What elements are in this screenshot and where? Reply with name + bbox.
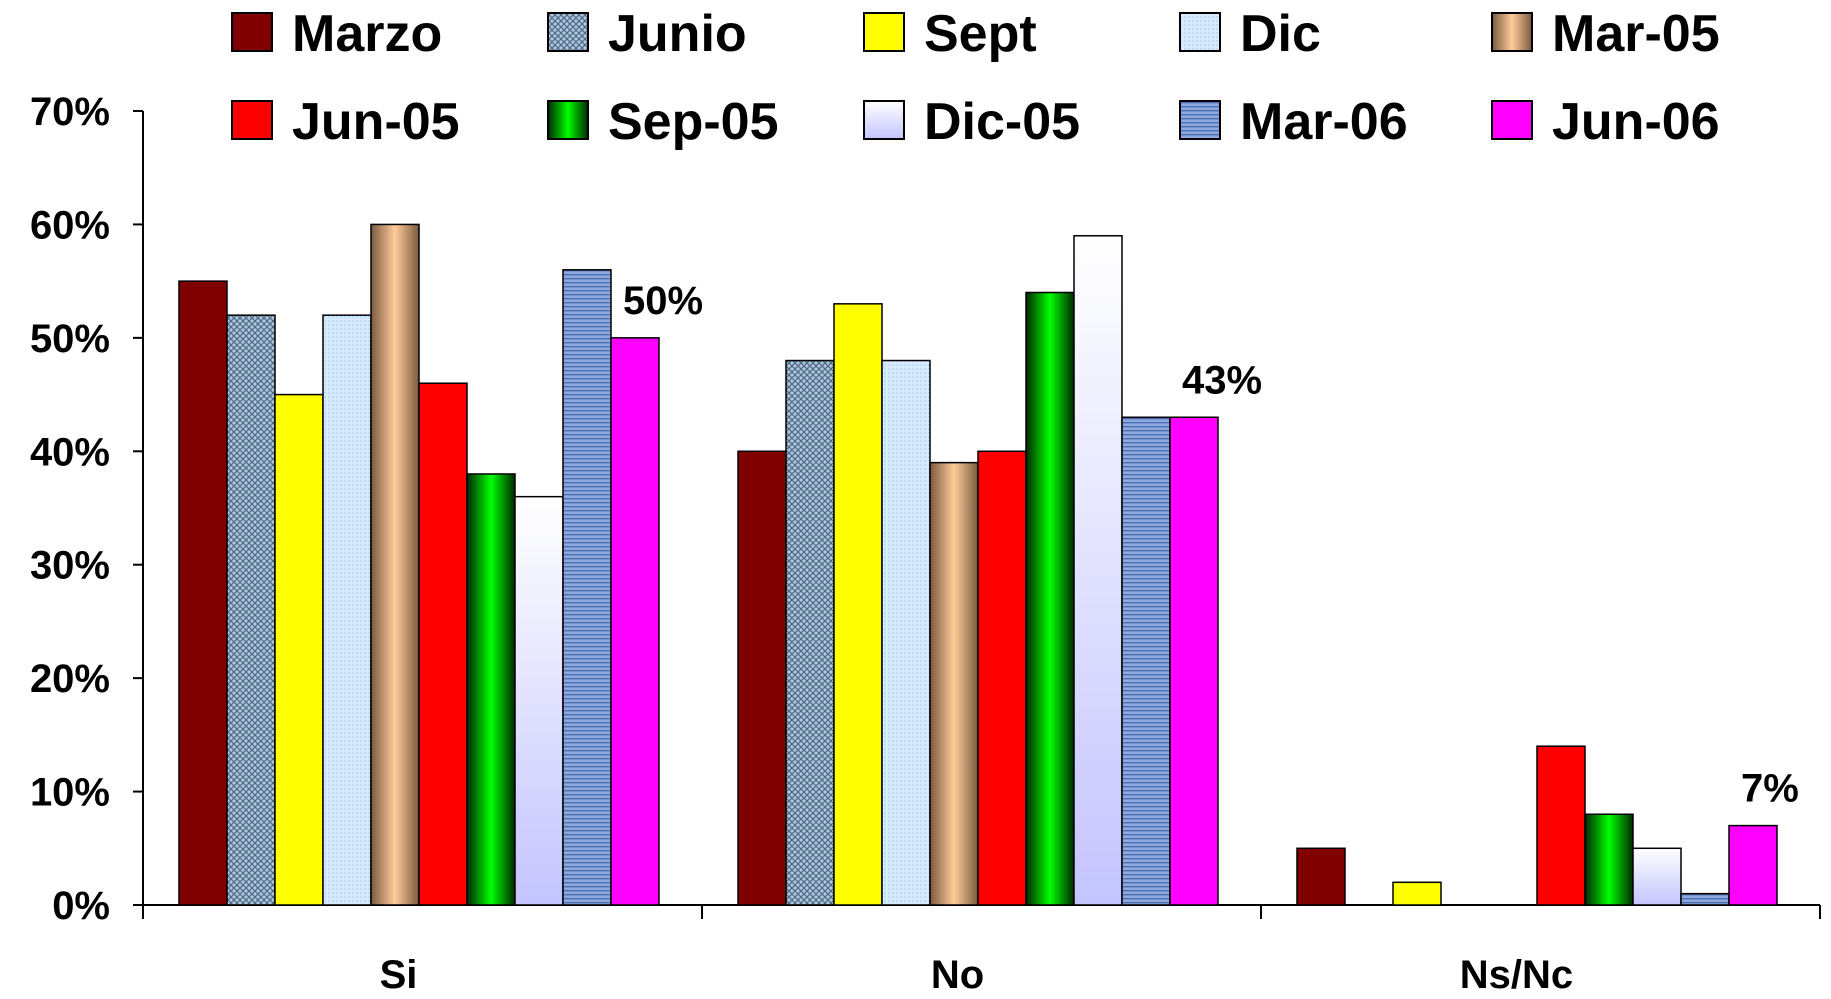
bar-marzo-ns-nc	[1296, 847, 1346, 906]
bar-marzo-si	[178, 280, 228, 906]
legend-label-jun-06: Jun-06	[1552, 93, 1720, 151]
legend-label-mar-05: Mar-05	[1552, 5, 1720, 63]
axes: 0% 10% 20% 30% 40% 50% 60% 70% Si No Ns/Nc	[30, 90, 1821, 997]
legend-swatch-dic	[1179, 12, 1221, 52]
y-tick-label: 60%	[30, 203, 110, 247]
legend-swatch-dic-05	[863, 100, 905, 140]
x-tick-label: Si	[380, 953, 418, 994]
data-label-ns-nc: 7%	[1741, 767, 1799, 811]
data-label-si: 50%	[623, 279, 703, 323]
bar-junio-si	[226, 314, 276, 906]
legend-swatch-junio	[547, 12, 589, 52]
legend-swatch-mar-06	[1179, 100, 1221, 140]
bar-jun-05-ns-nc	[1536, 745, 1586, 906]
bar-dic-05-ns-nc	[1632, 847, 1682, 906]
legend-swatch-sept	[863, 12, 905, 52]
bar-marzo-no	[737, 450, 787, 906]
y-tick-label: 10%	[30, 771, 110, 815]
legend: Marzo Junio Sept Dic Mar-05 Jun-05 Sep-05 Dic-0…	[231, 5, 1720, 151]
y-tick-label: 50%	[30, 317, 110, 361]
data-label-no: 43%	[1182, 358, 1262, 402]
y-tick-label: 70%	[30, 90, 110, 134]
bar-sep-05-no	[1025, 291, 1075, 906]
legend-swatch-jun-06	[1491, 100, 1533, 140]
x-tick-label: Ns/Nc	[1460, 953, 1573, 994]
bar-mar-06-si	[562, 269, 612, 906]
y-tick-label: 0%	[52, 884, 110, 928]
x-tick-label: No	[931, 953, 984, 994]
legend-label-mar-06: Mar-06	[1240, 93, 1408, 151]
data-labels: 50% 43% 7%	[623, 279, 1799, 811]
bar-sep-05-si	[466, 473, 516, 906]
y-tick-label: 20%	[30, 657, 110, 701]
legend-swatch-marzo	[231, 12, 273, 52]
legend-label-dic-05: Dic-05	[924, 93, 1080, 151]
bars	[178, 223, 1778, 906]
bar-mar-06-ns-nc	[1680, 892, 1730, 906]
legend-label-sept: Sept	[924, 5, 1037, 63]
bar-sept-si	[274, 393, 324, 906]
legend-label-sep-05: Sep-05	[608, 93, 779, 151]
legend-swatch-mar-05	[1491, 12, 1533, 52]
y-tick-label: 40%	[30, 430, 110, 474]
bar-dic-05-si	[514, 495, 564, 906]
legend-label-jun-05: Jun-05	[292, 93, 460, 151]
bar-jun-06-ns-nc	[1728, 824, 1778, 906]
bar-jun-06-si	[610, 337, 660, 906]
bar-sept-no	[833, 303, 883, 906]
legend-swatch-sep-05	[547, 100, 589, 140]
bar-junio-no	[785, 359, 835, 906]
legend-label-marzo: Marzo	[292, 5, 442, 63]
bar-dic-no	[881, 359, 931, 906]
bar-jun-05-si	[418, 382, 468, 906]
legend-label-junio: Junio	[608, 5, 747, 63]
bar-mar-05-no	[929, 461, 979, 906]
bar-jun-06-no	[1169, 416, 1219, 906]
bar-dic-si	[322, 314, 372, 906]
bar-jun-05-no	[977, 450, 1027, 906]
y-tick-label: 30%	[30, 544, 110, 588]
bar-mar-05-si	[370, 223, 420, 906]
bar-sept-ns-nc	[1392, 881, 1442, 906]
legend-swatch-jun-05	[231, 100, 273, 140]
bar-mar-06-no	[1121, 416, 1171, 906]
legend-label-dic: Dic	[1240, 5, 1321, 63]
bar-sep-05-ns-nc	[1584, 813, 1634, 906]
bar-dic-05-no	[1073, 235, 1123, 906]
